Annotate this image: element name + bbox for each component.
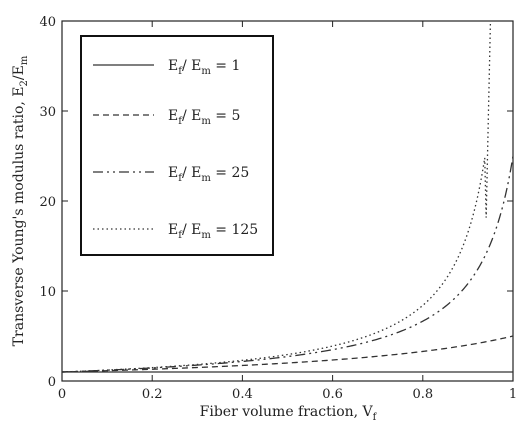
y-axis: 0 10 20 30 40 — [39, 15, 513, 390]
series-line-25 — [62, 155, 513, 373]
series-line-5 — [62, 335, 513, 373]
y-tick-label: 10 — [39, 285, 56, 300]
x-tick-label: 0.2 — [142, 387, 163, 402]
x-tick-label: 0.4 — [232, 387, 253, 402]
legend-box — [80, 35, 274, 256]
y-tick-label: 20 — [39, 195, 56, 210]
series-layer — [62, 21, 513, 373]
x-tick-label: 0 — [58, 387, 66, 402]
legend-label-1: Ef/ Em = 1 — [168, 58, 240, 77]
y-tick-label: 40 — [39, 15, 56, 30]
x-tick-label: 1 — [509, 387, 517, 402]
legend-label-125: Ef/ Em = 125 — [168, 222, 258, 241]
x-tick-label: 0.6 — [322, 387, 343, 402]
x-axis: 0 0.2 0.4 0.6 0.8 1 — [58, 21, 517, 402]
y-tick-label: 0 — [48, 375, 56, 390]
y-axis-title: Transverse Young's modulus ratio, E2/Em — [11, 55, 30, 346]
x-tick-label: 0.8 — [412, 387, 433, 402]
legend-label-5: Ef/ Em = 5 — [168, 108, 240, 127]
legend: Ef/ Em = 1 Ef/ Em = 5 Ef/ Em = 25 Ef/ Em = … — [80, 35, 274, 256]
y-tick-label: 30 — [39, 105, 56, 120]
x-axis-title: Fiber volume fraction, Vf — [200, 404, 378, 423]
legend-label-25: Ef/ Em = 25 — [168, 165, 249, 184]
